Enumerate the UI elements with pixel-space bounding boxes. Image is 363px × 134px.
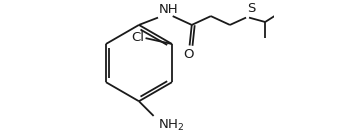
Text: O: O [183,48,193,61]
Text: Cl: Cl [131,31,144,44]
Text: NH: NH [159,3,178,16]
Text: S: S [247,2,255,15]
Text: NH$_2$: NH$_2$ [158,118,184,133]
